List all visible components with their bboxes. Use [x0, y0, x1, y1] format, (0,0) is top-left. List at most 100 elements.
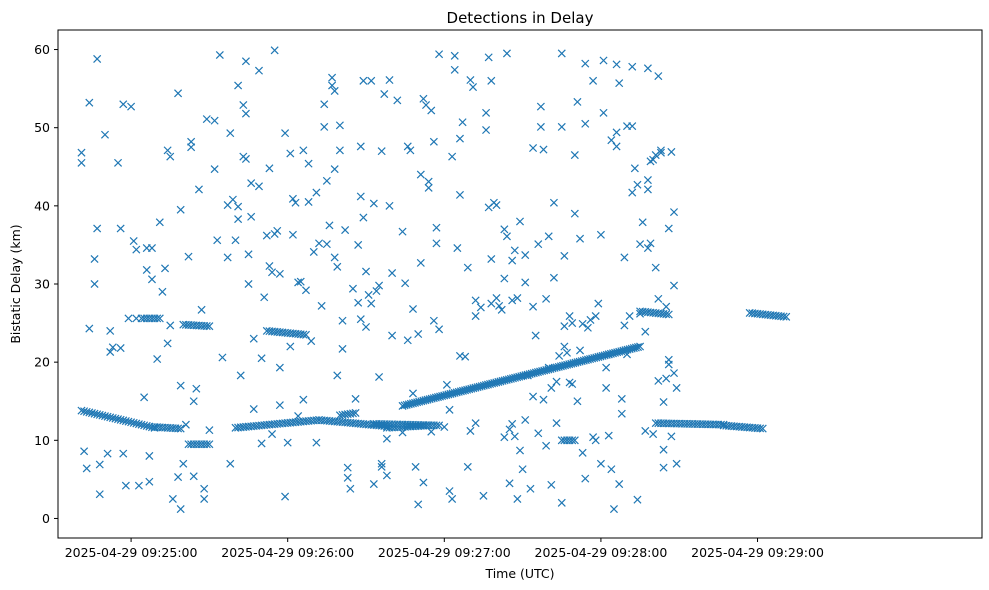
detection-point — [487, 76, 496, 85]
detection-point — [505, 479, 514, 488]
detection-point — [602, 383, 611, 392]
detection-point — [581, 119, 590, 128]
detection-point — [604, 431, 613, 440]
detection-point — [176, 381, 185, 390]
detection-point — [599, 108, 608, 117]
detection-point — [620, 253, 629, 262]
detection-point — [664, 310, 673, 319]
detection-point — [192, 384, 201, 393]
detection-point — [560, 342, 569, 351]
detection-point — [445, 405, 454, 414]
detection-point — [158, 287, 167, 296]
detection-point — [408, 389, 418, 398]
detection-point — [641, 426, 650, 435]
detection-point — [100, 130, 110, 139]
detection-point — [664, 360, 673, 369]
detection-point — [93, 224, 102, 233]
detection-point — [424, 177, 433, 186]
detection-point — [492, 294, 501, 303]
detection-point — [508, 419, 517, 428]
detection-point — [367, 76, 376, 85]
detection-point — [529, 302, 538, 311]
detection-point — [536, 122, 545, 131]
detection-point — [132, 314, 141, 323]
detection-point — [424, 183, 433, 192]
detection-point — [119, 449, 128, 458]
detection-point — [77, 148, 86, 157]
detection-point — [377, 147, 386, 156]
detection-point — [80, 447, 89, 456]
detection-point — [106, 326, 115, 335]
detection-point — [299, 146, 308, 155]
detection-point — [578, 448, 587, 457]
detection-point — [401, 279, 410, 288]
detection-point — [174, 473, 183, 482]
detection-point — [377, 459, 386, 468]
detection-point — [375, 281, 384, 290]
detection-point — [174, 424, 183, 433]
detection-point — [557, 498, 566, 507]
detection-point — [398, 428, 407, 437]
detection-point — [314, 239, 324, 248]
detection-point — [505, 425, 514, 434]
detection-point — [388, 331, 397, 340]
detection-point — [521, 251, 530, 260]
detection-point — [247, 179, 256, 188]
detection-point — [450, 65, 459, 74]
detection-point — [594, 299, 603, 308]
x-tick-label: 2025-04-29 09:25:00 — [65, 545, 198, 560]
detection-point — [654, 376, 663, 385]
detection-point — [330, 253, 339, 262]
detection-point — [119, 100, 128, 109]
detection-point — [471, 312, 480, 321]
detection-point — [643, 244, 652, 253]
detection-point — [659, 463, 668, 472]
detection-point — [643, 64, 652, 73]
detection-point — [667, 147, 676, 156]
detection-point — [184, 252, 193, 261]
detection-point — [254, 66, 264, 75]
detection-point — [636, 309, 645, 318]
detection-point — [427, 427, 436, 436]
detection-point — [288, 230, 297, 239]
detection-point — [667, 432, 676, 441]
detection-point — [241, 57, 250, 66]
detection-point — [502, 49, 511, 58]
detection-point — [500, 274, 509, 283]
detection-point — [176, 424, 185, 433]
detection-point — [93, 54, 102, 63]
detection-point — [281, 129, 290, 138]
detection-point — [328, 81, 337, 90]
detection-point — [85, 98, 94, 107]
detection-point — [286, 149, 295, 158]
detection-point — [534, 240, 543, 249]
detection-point — [547, 383, 556, 392]
detection-point — [179, 459, 188, 468]
x-axis: 2025-04-29 09:25:00 2025-04-29 09:26:00 20… — [65, 538, 824, 560]
detection-point — [275, 401, 284, 410]
detection-point — [200, 494, 209, 503]
detection-point — [147, 275, 156, 284]
detection-point — [202, 322, 211, 331]
detection-point — [518, 465, 527, 474]
detection-point — [591, 312, 600, 321]
detection-point — [578, 319, 587, 328]
detection-point — [338, 344, 347, 353]
detection-point — [599, 56, 608, 65]
detection-point — [591, 436, 600, 445]
detection-point — [500, 433, 509, 442]
detection-point — [153, 355, 162, 364]
detection-point — [356, 315, 365, 324]
detection-point — [275, 363, 284, 372]
detection-point — [205, 426, 214, 435]
detection-point — [335, 146, 344, 155]
detection-point — [354, 240, 363, 249]
detection-point — [570, 436, 579, 445]
detection-point — [542, 294, 551, 303]
detection-point — [429, 316, 438, 325]
detection-point — [669, 281, 679, 290]
detection-point — [181, 420, 190, 429]
detection-point — [393, 96, 402, 105]
detection-point — [249, 405, 258, 414]
